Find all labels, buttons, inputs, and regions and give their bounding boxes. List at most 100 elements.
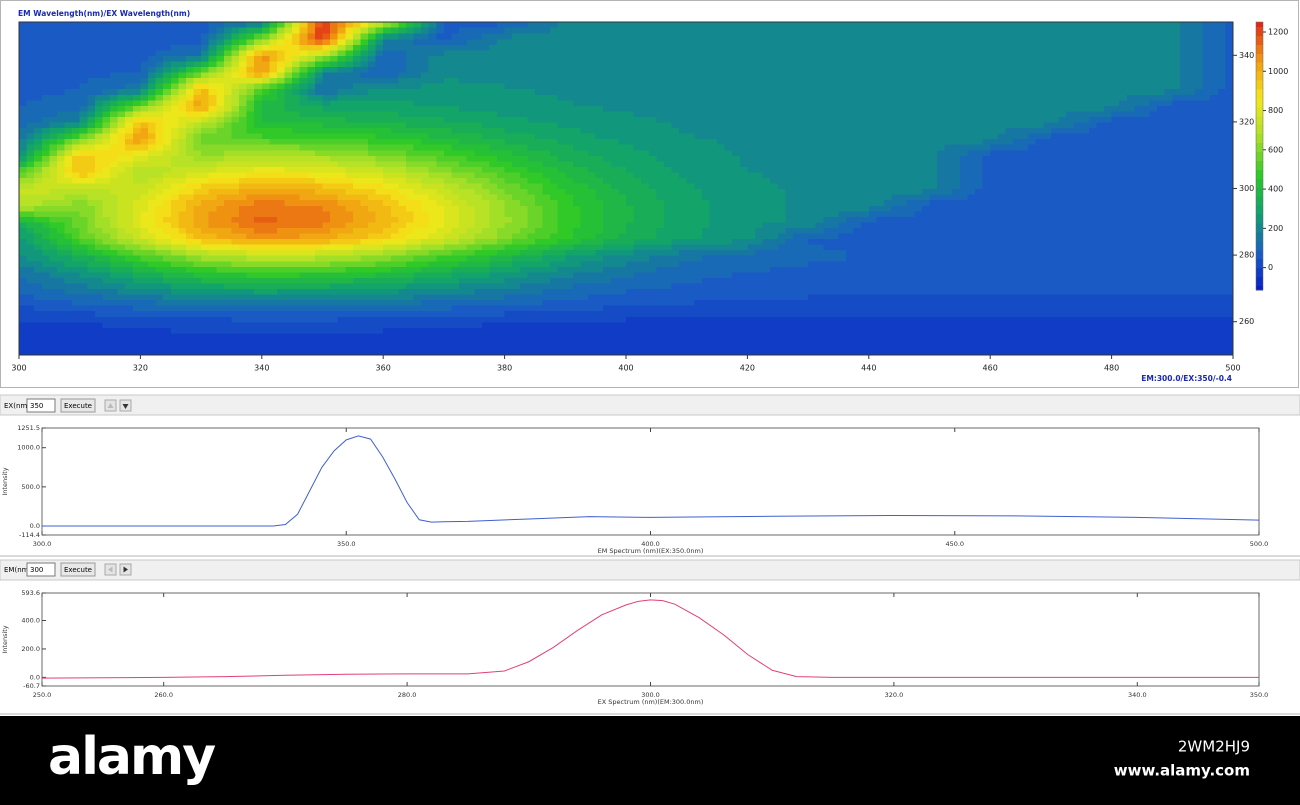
heat-cell [1164, 282, 1173, 289]
heat-cell [345, 232, 354, 240]
heat-cell [307, 299, 316, 306]
heat-cell [709, 271, 718, 278]
heat-cell [185, 260, 195, 267]
heat-cell [1164, 210, 1173, 217]
heat-cell [147, 277, 157, 284]
heat-cell [208, 338, 217, 345]
heat-cell [1028, 199, 1037, 206]
heat-cell [299, 266, 308, 273]
heat-cell [208, 299, 217, 306]
heat-cell [701, 299, 711, 306]
heat-cell [284, 216, 293, 223]
heat-cell [663, 227, 673, 234]
heat-cell [1134, 321, 1143, 328]
heat-cell [610, 293, 620, 301]
heat-cell [147, 338, 157, 345]
heat-cell [1088, 205, 1098, 212]
heat-cell [990, 249, 999, 256]
heat-cell [914, 332, 923, 339]
heat-cell [701, 266, 711, 273]
heat-cell [792, 238, 802, 245]
heat-cell [231, 266, 240, 273]
heat-cell [375, 310, 384, 317]
heat-cell [648, 255, 657, 262]
heat-cell [375, 343, 384, 351]
heat-cell [193, 227, 202, 234]
heat-cell [125, 266, 134, 273]
heat-cell [208, 277, 217, 284]
heat-cell [125, 282, 134, 289]
heat-cell [1104, 244, 1113, 251]
text-input[interactable] [26, 562, 56, 577]
execute-button[interactable] [60, 398, 96, 413]
heat-cell [201, 210, 210, 217]
heat-cell [1035, 305, 1044, 312]
heat-cell [1126, 266, 1135, 273]
heat-cell [777, 271, 786, 278]
heat-cell [967, 244, 976, 251]
heat-cell [1172, 205, 1181, 212]
heat-cell [823, 238, 832, 245]
heat-cell [360, 249, 369, 256]
heat-cell [906, 288, 915, 295]
input-value[interactable]: 300 [30, 566, 43, 574]
heat-cell [254, 199, 263, 206]
heat-cell [853, 321, 862, 328]
button-label[interactable]: Execute [64, 402, 92, 410]
button-label[interactable]: Execute [64, 566, 92, 574]
heat-cell [1020, 260, 1029, 267]
heat-cell [1141, 244, 1151, 251]
heat-cell [656, 227, 665, 234]
heat-cell [990, 188, 999, 195]
heat-cell [1119, 194, 1128, 201]
heat-cell [663, 238, 673, 245]
heat-cell [1217, 282, 1227, 289]
heat-cell [626, 310, 635, 317]
heat-cell [87, 343, 96, 351]
heat-cell [1035, 332, 1044, 339]
heat-cell [853, 221, 862, 228]
heat-cell [808, 321, 817, 328]
input-value[interactable]: 350 [30, 402, 43, 410]
heat-cell [1096, 293, 1105, 301]
heat-cell [1028, 282, 1037, 289]
heat-cell [56, 338, 66, 345]
heat-cell [117, 232, 126, 240]
heat-cell [876, 321, 885, 328]
heat-cell [929, 321, 938, 328]
execute-button[interactable] [60, 562, 96, 577]
heat-cell [375, 221, 384, 228]
heat-cell [474, 332, 483, 339]
heat-cell [1088, 277, 1098, 284]
heat-cell [1035, 266, 1044, 273]
heat-cell [891, 277, 900, 284]
heat-cell [626, 305, 635, 312]
heat-cell [352, 321, 362, 328]
heat-cell [1210, 216, 1219, 223]
heat-cell [87, 232, 96, 240]
heat-cell [375, 293, 384, 301]
heat-cell [588, 205, 597, 212]
heat-cell [557, 321, 566, 328]
heat-cell [451, 194, 460, 201]
heat-cell [1172, 299, 1181, 306]
heat-cell [504, 199, 513, 206]
heat-cell [1104, 255, 1113, 262]
heat-cell [269, 255, 278, 262]
heat-cell [1202, 316, 1211, 323]
heat-cell [87, 349, 96, 356]
heat-cell [580, 266, 589, 273]
heat-cell [254, 316, 263, 323]
heat-cell [1195, 260, 1204, 267]
heat-cell [1058, 316, 1067, 323]
heat-cell [155, 266, 164, 273]
heat-cell [1134, 221, 1143, 228]
heat-cell [64, 310, 73, 317]
heat-cell [443, 249, 453, 256]
text-input[interactable] [26, 398, 56, 413]
heat-cell [87, 277, 96, 284]
heat-cell [1141, 249, 1151, 256]
heat-cell [102, 171, 111, 178]
heat-cell [550, 255, 559, 262]
heat-cell [588, 194, 597, 201]
